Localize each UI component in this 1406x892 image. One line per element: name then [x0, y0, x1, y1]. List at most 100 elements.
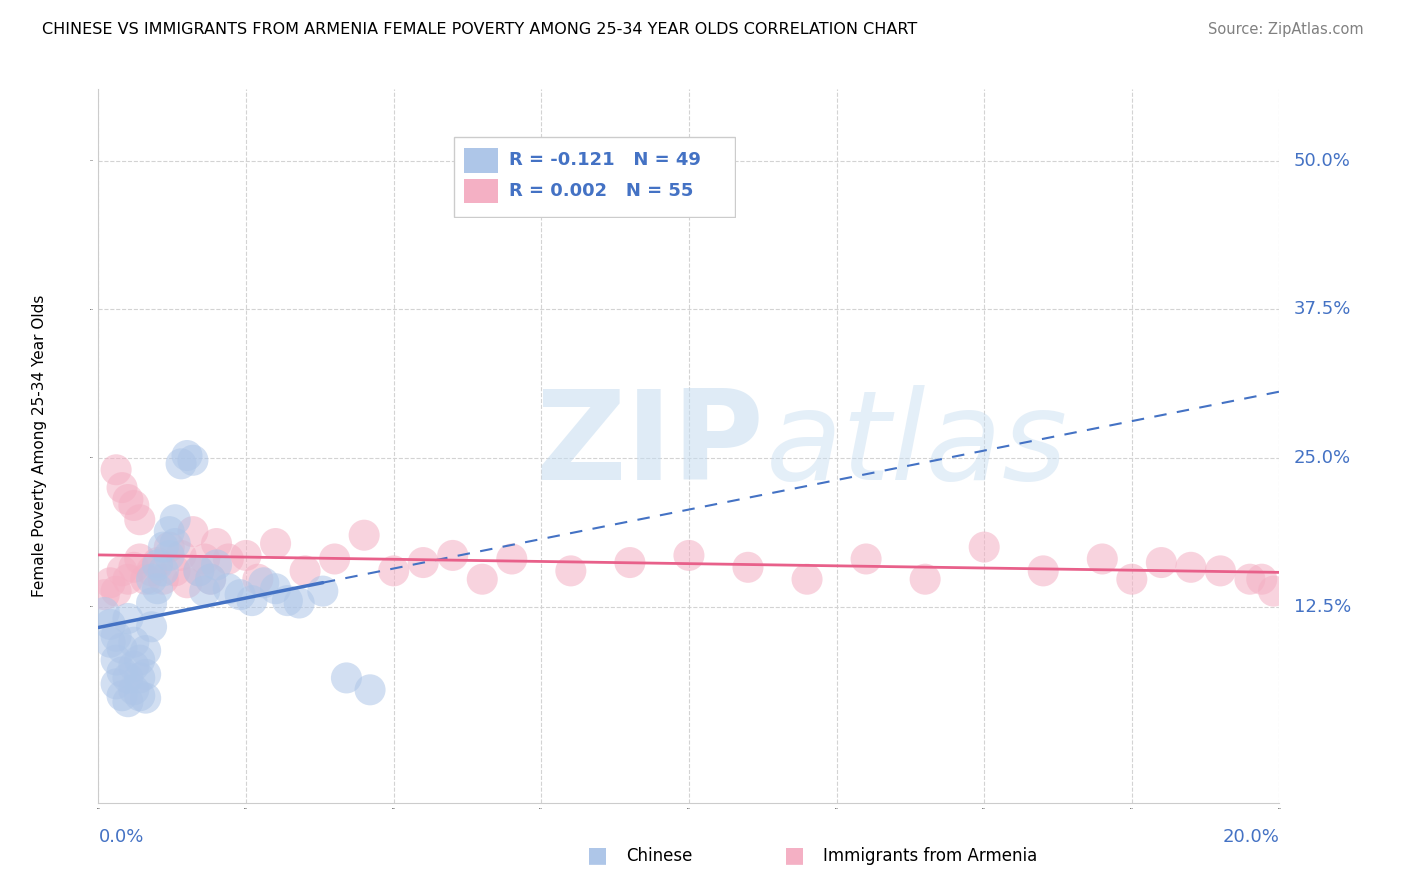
- Point: [157, 549, 180, 563]
- Point: [335, 671, 357, 685]
- Point: [264, 582, 287, 596]
- Point: [117, 572, 139, 586]
- Point: [105, 463, 128, 477]
- Point: [200, 572, 222, 586]
- Point: [1263, 584, 1285, 599]
- Bar: [464, 148, 498, 172]
- Point: [1209, 564, 1232, 578]
- Text: Immigrants from Armenia: Immigrants from Armenia: [823, 847, 1036, 865]
- Point: [1121, 572, 1143, 586]
- Point: [240, 593, 263, 607]
- Point: [111, 665, 134, 679]
- Point: [141, 620, 163, 634]
- Point: [111, 564, 134, 578]
- Point: [152, 564, 174, 578]
- Point: [796, 572, 818, 586]
- Point: [98, 635, 121, 649]
- Point: [122, 659, 145, 673]
- Point: [122, 560, 145, 574]
- Point: [235, 549, 257, 563]
- Point: [678, 549, 700, 563]
- Point: [122, 682, 145, 697]
- Point: [141, 596, 163, 610]
- Point: [170, 549, 193, 563]
- Point: [1032, 564, 1054, 578]
- Text: 25.0%: 25.0%: [1294, 449, 1351, 467]
- Point: [323, 552, 346, 566]
- Text: 20.0%: 20.0%: [1223, 828, 1279, 846]
- Point: [737, 560, 759, 574]
- Text: Chinese: Chinese: [626, 847, 692, 865]
- Point: [111, 641, 134, 656]
- Text: ■: ■: [588, 846, 607, 865]
- Point: [914, 572, 936, 586]
- Point: [187, 564, 209, 578]
- Point: [141, 572, 163, 586]
- Point: [246, 572, 269, 586]
- Point: [165, 536, 187, 550]
- Point: [1239, 572, 1261, 586]
- Point: [146, 582, 169, 596]
- Point: [98, 575, 121, 590]
- Point: [135, 691, 157, 706]
- Text: Female Poverty Among 25-34 Year Olds: Female Poverty Among 25-34 Year Olds: [32, 295, 46, 597]
- Point: [170, 457, 193, 471]
- Text: CHINESE VS IMMIGRANTS FROM ARMENIA FEMALE POVERTY AMONG 25-34 YEAR OLDS CORRELAT: CHINESE VS IMMIGRANTS FROM ARMENIA FEMAL…: [42, 22, 918, 37]
- Point: [176, 575, 198, 590]
- Point: [157, 524, 180, 539]
- Point: [93, 588, 115, 602]
- Point: [117, 611, 139, 625]
- Point: [200, 572, 222, 586]
- Point: [157, 540, 180, 554]
- Point: [98, 617, 121, 632]
- Point: [194, 584, 217, 599]
- Point: [117, 671, 139, 685]
- Point: [217, 552, 239, 566]
- Point: [264, 536, 287, 550]
- Text: 50.0%: 50.0%: [1294, 152, 1351, 169]
- Point: [382, 564, 405, 578]
- Point: [105, 584, 128, 599]
- Point: [294, 564, 316, 578]
- Point: [855, 552, 877, 566]
- FancyBboxPatch shape: [454, 136, 735, 217]
- Point: [165, 564, 187, 578]
- Point: [111, 481, 134, 495]
- Text: atlas: atlas: [766, 385, 1067, 507]
- Point: [187, 564, 209, 578]
- Point: [117, 695, 139, 709]
- Point: [1250, 572, 1272, 586]
- Point: [353, 528, 375, 542]
- Point: [501, 552, 523, 566]
- Point: [288, 596, 311, 610]
- Bar: [464, 178, 498, 203]
- Point: [253, 575, 276, 590]
- Point: [146, 558, 169, 572]
- Point: [128, 653, 150, 667]
- Text: Source: ZipAtlas.com: Source: ZipAtlas.com: [1208, 22, 1364, 37]
- Point: [359, 682, 381, 697]
- Point: [217, 582, 239, 596]
- Text: 0.0%: 0.0%: [98, 828, 143, 846]
- Point: [471, 572, 494, 586]
- Point: [560, 564, 582, 578]
- Point: [141, 564, 163, 578]
- Point: [205, 536, 228, 550]
- Point: [276, 593, 298, 607]
- Text: R = -0.121   N = 49: R = -0.121 N = 49: [509, 152, 702, 169]
- Point: [412, 556, 434, 570]
- Point: [117, 492, 139, 507]
- Text: ■: ■: [785, 846, 804, 865]
- Point: [105, 629, 128, 643]
- Point: [122, 635, 145, 649]
- Point: [181, 453, 204, 467]
- Point: [1091, 552, 1114, 566]
- Point: [146, 556, 169, 570]
- Point: [1180, 560, 1202, 574]
- Point: [105, 677, 128, 691]
- Point: [229, 588, 252, 602]
- Point: [93, 606, 115, 620]
- Point: [312, 584, 335, 599]
- Point: [128, 689, 150, 703]
- Point: [135, 643, 157, 657]
